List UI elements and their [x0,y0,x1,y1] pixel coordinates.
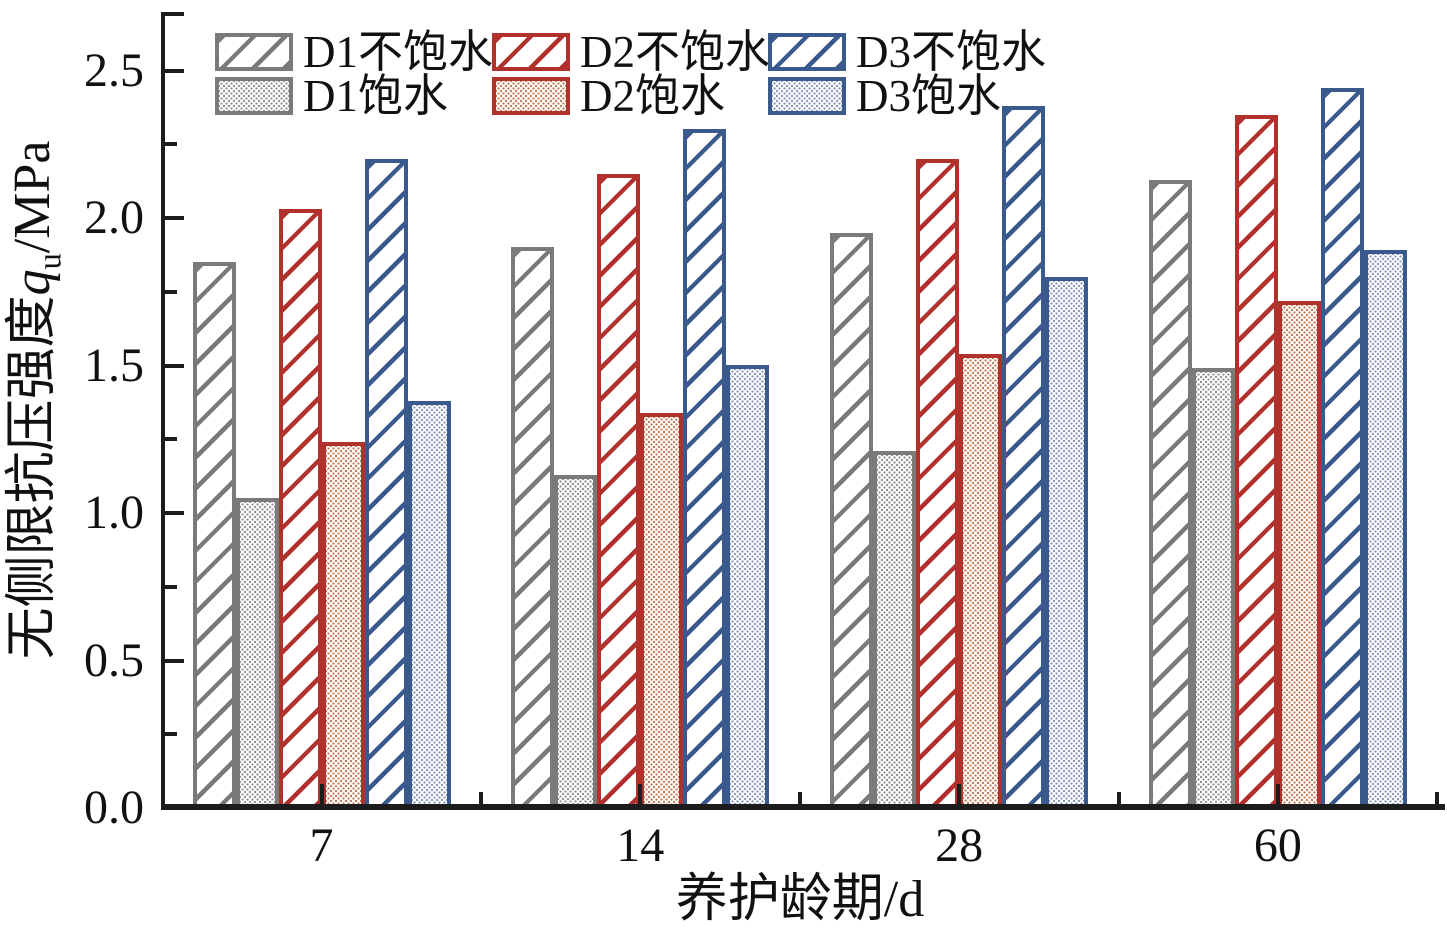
y-major-tick [165,363,184,368]
x-tick-label: 60 [1253,819,1302,872]
legend-swatch-D3不饱水 [768,33,846,71]
legend-label-D1不饱水: D1不饱水 [303,27,493,77]
legend-swatch-D2饱水 [492,77,570,115]
y-major-tick [165,806,184,810]
bar-D3不饱水-14 [683,129,726,808]
legend-label-D3不饱水: D3不饱水 [856,27,1046,77]
y-tick-label: 1.0 [84,486,144,539]
legend-swatch-D1不饱水 [215,33,293,71]
bar-D1不饱水-7 [193,262,236,808]
bar-D3饱水-14 [726,365,769,808]
y-axis-line [161,12,165,810]
y-minor-tick [165,437,177,442]
x-minor-tick [478,792,483,804]
x-major-tick [957,784,962,804]
bar-D3不饱水-60 [1321,88,1364,808]
y-tick-label: 1.5 [84,338,144,392]
bar-D3饱水-7 [408,401,451,808]
x-tick-label: 7 [309,819,334,872]
bar-D2饱水-14 [640,413,683,808]
bar-D3不饱水-28 [1002,106,1045,808]
legend-label-D3饱水: D3饱水 [856,71,1001,121]
y-minor-tick [165,289,177,294]
y-axis-end-tick [165,12,184,16]
x-major-tick [638,784,643,804]
x-major-tick [1275,784,1280,804]
bar-D1饱水-28 [873,451,916,808]
y-minor-tick [165,732,177,737]
x-axis-title: 养护龄期/d [675,871,925,928]
bar-D3不饱水-7 [365,159,408,808]
y-axis-title-variable: q [4,269,61,296]
x-tick-label: 28 [935,819,984,872]
x-minor-tick [797,792,802,804]
bar-D1饱水-60 [1192,368,1235,808]
y-major-tick [165,68,184,73]
y-major-tick [165,658,184,663]
y-tick-label: 0.0 [84,781,144,834]
bar-D2不饱水-14 [597,174,640,808]
bar-D1不饱水-14 [511,247,554,808]
y-axis-title-subscript: u [31,253,68,270]
bar-D1饱水-7 [236,498,279,808]
y-minor-tick [165,584,177,589]
x-major-tick [319,784,324,804]
x-minor-tick [1116,792,1121,804]
x-tick-label: 14 [616,819,665,872]
bar-D1不饱水-60 [1149,180,1192,808]
y-tick-label: 2.5 [84,43,144,97]
y-minor-tick [165,142,177,147]
legend-label-D2不饱水: D2不饱水 [580,27,770,77]
y-tick-label: 0.5 [84,633,144,687]
y-tick-label: 2.0 [84,191,144,244]
legend-label-D2饱水: D2饱水 [580,71,725,121]
bar-D2饱水-28 [959,354,1002,808]
bar-D1饱水-14 [554,475,597,808]
bar-D2不饱水-7 [279,209,322,808]
y-major-tick [165,216,184,220]
legend-swatch-D2不饱水 [492,33,570,71]
legend-swatch-D1饱水 [215,77,293,115]
x-axis-line [161,804,1445,810]
legend-swatch-D3饱水 [768,77,846,115]
legend-label-D1饱水: D1饱水 [303,71,448,121]
bar-D2饱水-60 [1278,301,1321,808]
x-minor-tick [1435,792,1440,804]
bar-D3饱水-28 [1045,277,1088,808]
bar-D2不饱水-28 [916,159,959,808]
bar-D2不饱水-60 [1235,115,1278,808]
bar-D1不饱水-28 [830,233,873,808]
y-major-tick [165,511,184,515]
bar-D2饱水-7 [322,442,365,808]
bar-D3饱水-60 [1364,250,1407,808]
